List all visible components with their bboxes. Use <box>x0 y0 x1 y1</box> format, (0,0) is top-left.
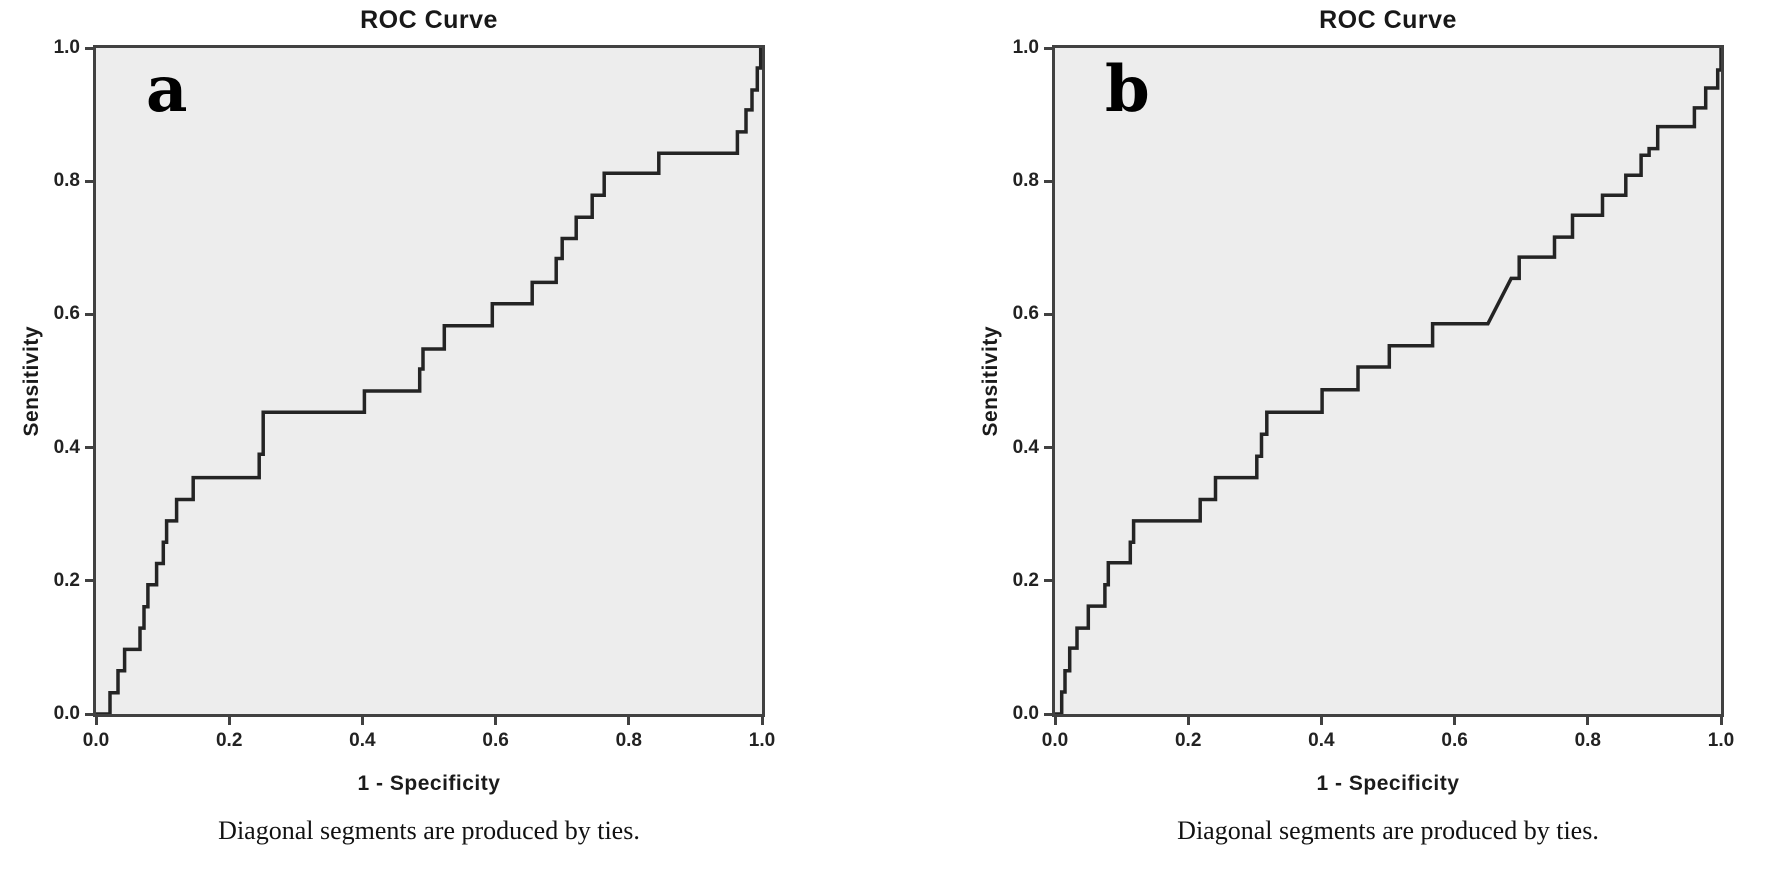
roc-curve-line <box>96 48 762 714</box>
panel-letter: b <box>1105 52 1150 127</box>
x-tick-label: 0.6 <box>482 730 509 751</box>
y-tick-label: 0.2 <box>1012 569 1039 591</box>
panel-letter: a <box>146 52 188 127</box>
y-tick-label: 0.2 <box>53 569 80 591</box>
x-tick-label: 0.4 <box>1308 730 1335 751</box>
x-tick-mark <box>227 717 231 725</box>
x-tick-mark <box>760 717 764 725</box>
chart-panel-b: ROC Curve Sensitivity b 0.0 0.2 0.4 0.6 0.8 1… <box>959 0 1772 870</box>
y-tick-label: 0.4 <box>53 436 80 458</box>
x-tick-mark <box>494 717 498 725</box>
plot-area <box>1052 45 1724 717</box>
x-tick-mark <box>1053 717 1057 725</box>
x-tick-label: 0.4 <box>349 730 376 751</box>
chart-panel-a: ROC Curve Sensitivity a 0.0 0.2 0.4 0.6 0.8 1… <box>20 6 776 845</box>
roc-curve-line <box>1055 48 1721 714</box>
y-tick-mark <box>85 446 93 450</box>
y-tick-label: 0.6 <box>53 303 80 325</box>
x-tick-mark <box>1453 717 1457 725</box>
x-axis-label: 1 - Specificity <box>1316 772 1460 795</box>
x-tick-mark <box>627 717 631 725</box>
x-tick-mark <box>1319 717 1323 725</box>
y-tick-mark <box>85 46 93 50</box>
x-tick-label: 0.0 <box>82 730 110 751</box>
x-tick-mark <box>360 717 364 725</box>
x-tick-label: 0.2 <box>215 730 243 751</box>
x-tick-label: 0.0 <box>1041 730 1069 751</box>
plot-area <box>93 45 765 717</box>
y-tick-label: 0.4 <box>1012 436 1039 458</box>
y-tick-label: 0.8 <box>53 170 80 192</box>
x-tick-label: 0.8 <box>615 730 642 751</box>
x-tick-label: 0.8 <box>1574 730 1601 751</box>
y-tick-mark <box>1044 579 1052 583</box>
x-tick-label: 1.0 <box>748 730 776 751</box>
y-tick-label: 1.0 <box>53 37 80 58</box>
x-tick-label: 0.2 <box>1174 730 1202 751</box>
x-tick-mark <box>94 717 98 725</box>
x-tick-mark <box>1586 717 1590 725</box>
x-axis-label: 1 - Specificity <box>357 772 501 795</box>
y-tick-mark <box>1044 46 1052 50</box>
x-tick-mark <box>1719 717 1723 725</box>
roc-curve-svg <box>96 48 762 714</box>
y-tick-mark <box>1044 312 1052 316</box>
y-tick-mark <box>85 579 93 583</box>
roc-curve-svg <box>1055 48 1721 714</box>
ties-footnote: Diagonal segments are produced by ties. <box>218 816 640 845</box>
y-tick-mark <box>1044 712 1052 716</box>
y-tick-label: 0.6 <box>1012 303 1039 325</box>
y-tick-label: 1.0 <box>1012 37 1039 58</box>
y-tick-mark <box>85 179 93 183</box>
chart-title: ROC Curve <box>360 6 498 34</box>
chart-title: ROC Curve <box>1319 6 1457 34</box>
x-tick-label: 0.6 <box>1441 730 1468 751</box>
y-tick-label: 0.0 <box>53 703 80 724</box>
x-tick-label: 1.0 <box>1707 730 1735 751</box>
y-tick-label: 0.0 <box>1012 703 1039 724</box>
y-tick-label: 0.8 <box>1012 170 1039 192</box>
y-tick-mark <box>85 312 93 316</box>
y-tick-mark <box>1044 446 1052 450</box>
ties-footnote: Diagonal segments are produced by ties. <box>1177 816 1599 845</box>
y-tick-mark <box>1044 179 1052 183</box>
y-axis-label: Sensitivity <box>979 325 1002 437</box>
y-tick-mark <box>85 712 93 716</box>
y-axis-label: Sensitivity <box>20 325 43 437</box>
x-tick-mark <box>1186 717 1190 725</box>
